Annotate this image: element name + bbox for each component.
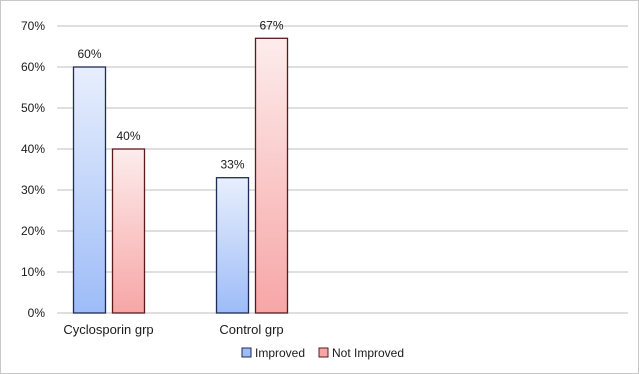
- legend-swatch: [241, 347, 252, 358]
- x-axis-categories: Cyclosporin grp Control grp: [63, 322, 283, 337]
- bar-not-improved: [254, 37, 289, 314]
- bar-improved: [72, 66, 107, 314]
- y-tick-label: 70%: [21, 19, 45, 33]
- data-label: 33%: [220, 158, 244, 172]
- y-tick-label: 60%: [21, 60, 45, 74]
- y-tick-label: 10%: [21, 265, 45, 279]
- bar-not-improved: [111, 148, 146, 314]
- y-axis-ticks: 0% 10% 20% 30% 40% 50% 60% 70%: [21, 19, 45, 320]
- legend-improved: Improved: [241, 346, 305, 360]
- category-label: Cyclosporin grp: [63, 322, 153, 337]
- data-labels: 60% 40% 33% 67%: [77, 18, 283, 171]
- y-tick-label: 20%: [21, 224, 45, 238]
- legend-swatch: [318, 347, 329, 358]
- legend: Improved Not Improved: [241, 346, 404, 360]
- legend-not-improved: Not Improved: [318, 346, 404, 360]
- legend-label: Not Improved: [332, 346, 404, 360]
- y-tick-label: 30%: [21, 183, 45, 197]
- y-tick-label: 50%: [21, 101, 45, 115]
- y-tick-label: 0%: [28, 306, 46, 320]
- data-label: 60%: [77, 47, 101, 61]
- gridlines: [57, 25, 628, 314]
- legend-label: Improved: [255, 346, 305, 360]
- bars: [72, 37, 289, 314]
- y-tick-label: 40%: [21, 142, 45, 156]
- data-label: 40%: [116, 129, 140, 143]
- bar-improved: [215, 177, 250, 314]
- category-label: Control grp: [219, 322, 283, 337]
- data-label: 67%: [259, 18, 283, 32]
